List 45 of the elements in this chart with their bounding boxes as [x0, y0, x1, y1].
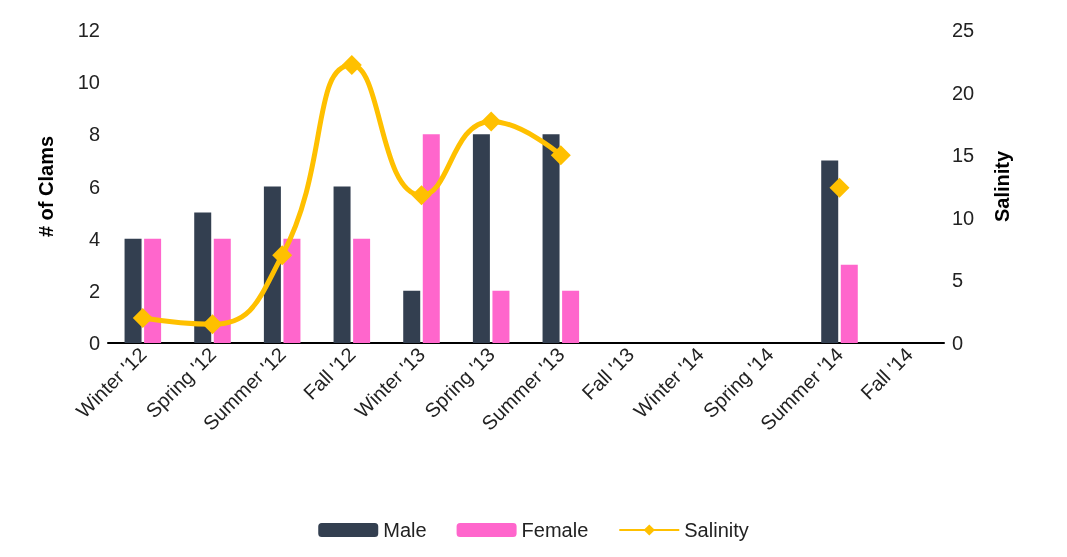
- y-tick-label: 12: [77, 19, 100, 41]
- bar: [353, 238, 371, 343]
- y-tick-label: 2: [88, 279, 100, 302]
- x-tick-label: Fall '12: [298, 343, 360, 404]
- point: [481, 111, 502, 132]
- bar: [333, 186, 351, 343]
- legend-label: Male: [383, 519, 427, 541]
- bar: [472, 134, 490, 343]
- bar: [263, 186, 281, 343]
- bar: [542, 134, 560, 343]
- y2-axis-title: Salinity: [991, 150, 1013, 223]
- y2-tick-label: 25: [952, 19, 975, 41]
- bar: [194, 212, 212, 343]
- y-axis-title: # of Clams: [35, 135, 57, 238]
- x-tick-label: Fall '13: [577, 343, 639, 404]
- point: [272, 245, 293, 266]
- legend-label: Female: [521, 519, 589, 541]
- bar: [422, 134, 440, 343]
- point: [202, 314, 223, 335]
- point: [829, 177, 850, 198]
- y2-tick-label: 0: [952, 332, 964, 354]
- y2-tick-label: 10: [952, 206, 975, 229]
- y-tick-label: 10: [77, 71, 100, 94]
- bar: [492, 290, 510, 343]
- y-tick-label: 4: [88, 227, 100, 250]
- legend-label: Salinity: [684, 519, 749, 541]
- bar: [213, 238, 231, 343]
- bar: [124, 238, 142, 343]
- bar: [840, 264, 858, 343]
- y2-tick-label: 5: [952, 269, 964, 292]
- bar: [562, 290, 580, 343]
- y-tick-label: 6: [88, 175, 100, 198]
- y2-tick-label: 15: [952, 144, 975, 167]
- y-tick-label: 8: [88, 123, 100, 146]
- bar: [283, 238, 301, 343]
- x-tick-label: Fall '14: [856, 343, 917, 404]
- point: [132, 307, 153, 328]
- point: [411, 185, 432, 206]
- bar: [821, 160, 839, 343]
- point: [341, 55, 362, 76]
- bar: [403, 290, 421, 343]
- y-tick-label: 0: [88, 332, 100, 354]
- bar: [144, 238, 162, 343]
- point: [550, 145, 571, 166]
- y2-tick-label: 20: [952, 81, 975, 104]
